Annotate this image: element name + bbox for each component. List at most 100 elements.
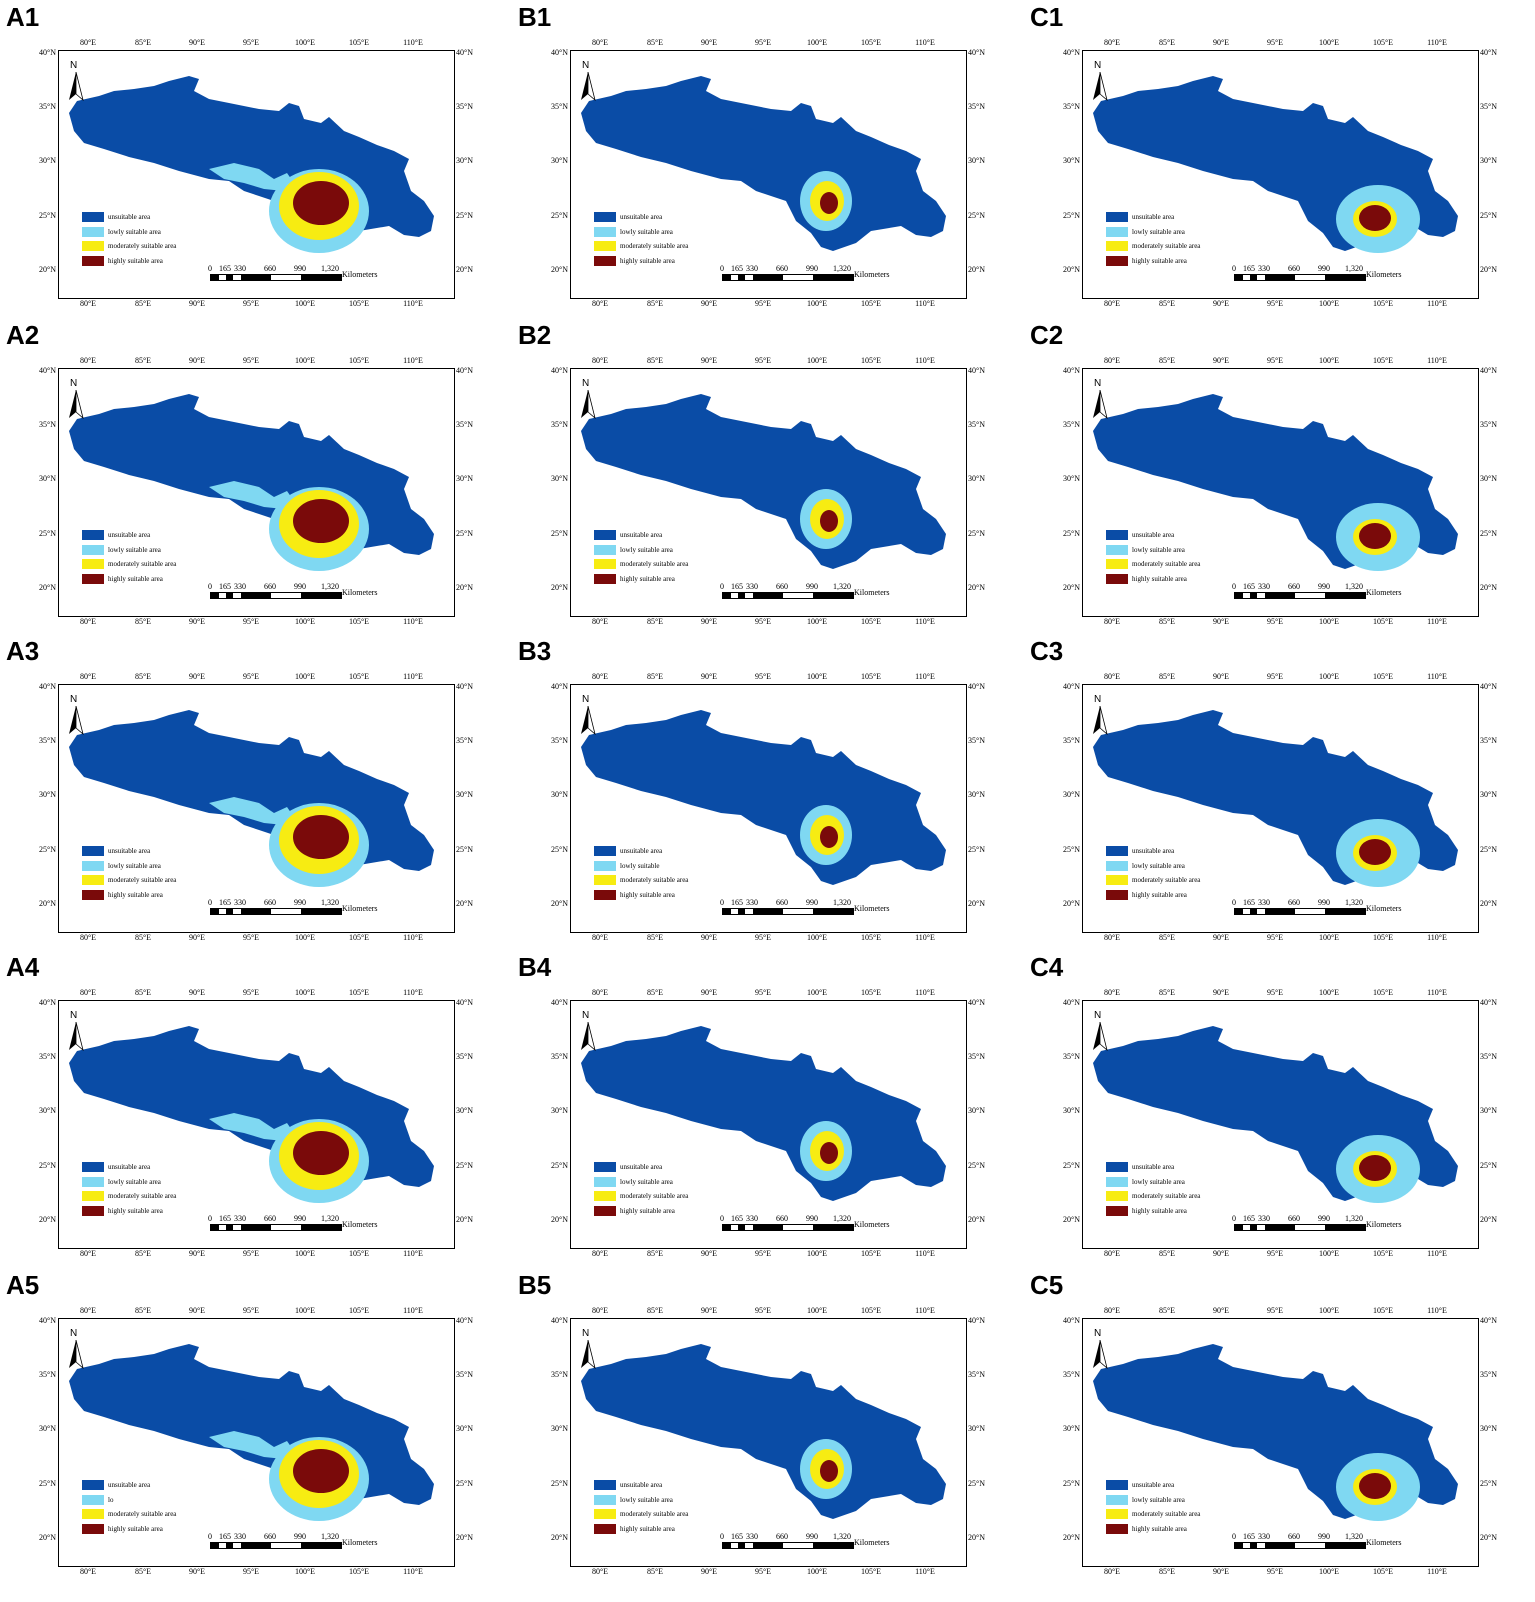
scale-number: 0: [720, 582, 724, 591]
longitude-tick-label: 90°E: [1212, 356, 1230, 365]
latitude-tick-label: 30°N: [456, 1424, 473, 1433]
longitude-tick-label: 105°E: [348, 933, 370, 942]
arrow-icon: [581, 390, 596, 420]
legend-swatch: [594, 559, 616, 570]
legend-swatch: [82, 860, 104, 871]
legend-swatch: [1106, 860, 1128, 871]
scale-unit: Kilometers: [1366, 1220, 1402, 1229]
arrow-icon: [69, 706, 84, 736]
longitude-tick-label: 100°E: [1318, 299, 1340, 308]
scale-unit: Kilometers: [854, 1538, 890, 1547]
longitude-tick-label: 85°E: [1158, 933, 1176, 942]
scale-number: 1,320: [321, 264, 339, 273]
latitude-tick-label: 25°N: [1480, 211, 1497, 220]
latitude-tick-label: 40°N: [551, 366, 568, 375]
latitude-tick-label: 25°N: [968, 1161, 985, 1170]
scale-bar-graphic: [1234, 592, 1366, 599]
longitude-tick-label: 105°E: [1372, 356, 1394, 365]
longitude-tick-label: 95°E: [754, 988, 772, 997]
longitude-tick-label: 105°E: [860, 1249, 882, 1258]
legend-item: lowly suitable area: [82, 1175, 176, 1190]
latitude-tick-label: 20°N: [39, 583, 56, 592]
longitude-tick-label: 85°E: [646, 1567, 664, 1576]
scale-number: 0: [208, 1532, 212, 1541]
longitude-tick-label: 100°E: [294, 38, 316, 47]
longitude-tick-label: 80°E: [591, 672, 609, 681]
longitude-tick-label: 100°E: [1318, 1567, 1340, 1576]
latitude-tick-label: 30°N: [1063, 474, 1080, 483]
longitude-tick-label: 110°E: [915, 1306, 935, 1315]
legend-label: highly suitable area: [1132, 1525, 1187, 1534]
scale-unit: Kilometers: [342, 270, 378, 279]
latitude-tick-label: 25°N: [456, 1479, 473, 1488]
legend-label: lowly suitable area: [1132, 1495, 1185, 1504]
latitude-tick-label: 40°N: [968, 1316, 985, 1325]
longitude-tick-label: 110°E: [403, 933, 423, 942]
latitude-tick-label: 20°N: [1480, 899, 1497, 908]
latitude-tick-label: 30°N: [39, 474, 56, 483]
longitude-tick-label: 85°E: [134, 1567, 152, 1576]
scale-unit: Kilometers: [342, 588, 378, 597]
longitude-tick-label: 85°E: [134, 299, 152, 308]
legend-swatch: [1106, 1480, 1128, 1491]
scale-bar-graphic: [1234, 274, 1366, 281]
scale-number: 1,320: [321, 1532, 339, 1541]
longitude-tick-label: 95°E: [1266, 1249, 1284, 1258]
longitude-tick-label: 110°E: [403, 1249, 423, 1258]
longitude-tick-label: 105°E: [1372, 988, 1394, 997]
legend-swatch: [1106, 530, 1128, 541]
legend-item: unsuitable area: [1106, 1160, 1200, 1175]
scale-number: 990: [806, 582, 818, 591]
panel-label: B1: [518, 2, 552, 32]
scale-number: 0: [208, 1214, 212, 1223]
longitude-tick-label: 100°E: [806, 356, 828, 365]
legend: unsuitable area lowly suitable area modera…: [1106, 528, 1200, 586]
longitude-tick-label: 90°E: [1212, 1567, 1230, 1576]
arrow-icon: [69, 1022, 84, 1052]
legend-swatch: [82, 1524, 104, 1535]
longitude-tick-label: 80°E: [79, 38, 97, 47]
latitude-tick-label: 40°N: [456, 998, 473, 1007]
suitability-map: [69, 1344, 434, 1521]
legend-swatch: [82, 241, 104, 252]
scale-number: 990: [1318, 264, 1330, 273]
longitude-tick-label: 80°E: [79, 933, 97, 942]
legend-label: unsuitable area: [108, 847, 151, 856]
legend-swatch: [82, 1176, 104, 1187]
legend: unsuitable area lowly suitable area modera…: [82, 210, 176, 268]
scale-number: 330: [746, 898, 758, 907]
legend-label: moderately suitable area: [108, 1192, 177, 1201]
scale-number: 990: [806, 898, 818, 907]
legend-label: moderately suitable area: [1132, 560, 1201, 569]
longitude-tick-label: 80°E: [591, 1306, 609, 1315]
panel-label: B4: [518, 952, 552, 982]
scale-number: 1,320: [1345, 582, 1363, 591]
longitude-tick-label: 105°E: [348, 356, 370, 365]
longitude-tick-label: 80°E: [79, 356, 97, 365]
suitability-map: [1093, 710, 1458, 887]
panel-label: A5: [6, 1270, 40, 1300]
scale-number: 330: [234, 582, 246, 591]
latitude-tick-label: 40°N: [1063, 998, 1080, 1007]
latitude-tick-label: 40°N: [456, 1316, 473, 1325]
latitude-tick-label: 35°N: [1480, 1370, 1497, 1379]
latitude-tick-label: 35°N: [551, 1370, 568, 1379]
scale-number: 990: [294, 582, 306, 591]
latitude-tick-label: 40°N: [1480, 998, 1497, 1007]
longitude-tick-label: 90°E: [700, 299, 718, 308]
latitude-tick-label: 20°N: [1063, 1533, 1080, 1542]
longitude-tick-label: 110°E: [915, 1567, 935, 1576]
scale-bar: 0 165 330 660 990 1,320 Kilometers: [208, 898, 400, 915]
latitude-tick-label: 35°N: [39, 1052, 56, 1061]
latitude-tick-label: 20°N: [968, 265, 985, 274]
scale-unit: Kilometers: [1366, 270, 1402, 279]
longitude-tick-label: 90°E: [1212, 1306, 1230, 1315]
longitude-tick-label: 90°E: [188, 1306, 206, 1315]
legend-item: moderately suitable area: [1106, 1189, 1200, 1204]
legend-label: unsuitable area: [108, 1163, 151, 1172]
legend-item: moderately suitable area: [1106, 557, 1200, 572]
longitude-tick-label: 90°E: [1212, 38, 1230, 47]
latitude-tick-label: 35°N: [1480, 102, 1497, 111]
legend-label: highly suitable area: [1132, 575, 1187, 584]
latitude-tick-label: 40°N: [551, 1316, 568, 1325]
